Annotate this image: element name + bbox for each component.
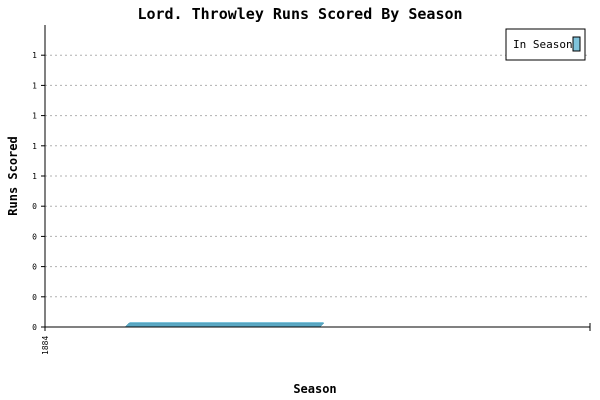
- y-tick-label: 1: [32, 51, 37, 60]
- legend-swatch: [572, 36, 581, 52]
- x-axis-label: Season: [293, 382, 336, 396]
- bars: [124, 322, 325, 328]
- y-tick-label: 0: [32, 293, 37, 302]
- y-tick-label: 1: [32, 112, 37, 121]
- bar: [124, 322, 325, 328]
- grid-lines: [45, 54, 590, 298]
- legend: In Season: [505, 28, 586, 61]
- y-tick-label: 1: [32, 172, 37, 181]
- y-tick-label: 1: [32, 142, 37, 151]
- chart-title: Lord. Throwley Runs Scored By Season: [137, 5, 462, 23]
- y-axis-ticks: 0 0 0 0 0 1 1 1 1 1: [32, 51, 45, 332]
- legend-label: In Season: [513, 38, 573, 51]
- y-tick-label: 0: [32, 202, 37, 211]
- y-axis-label: Runs Scored: [6, 136, 20, 215]
- y-tick-label: 0: [32, 232, 37, 241]
- x-axis-ticks: 1884: [41, 327, 50, 355]
- y-tick-label: 0: [32, 263, 37, 272]
- legend-box: [505, 28, 586, 61]
- bar-top: [129, 322, 324, 323]
- x-tick-label: 1884: [41, 336, 50, 355]
- y-tick-label: 0: [32, 323, 37, 332]
- y-tick-label: 1: [32, 81, 37, 90]
